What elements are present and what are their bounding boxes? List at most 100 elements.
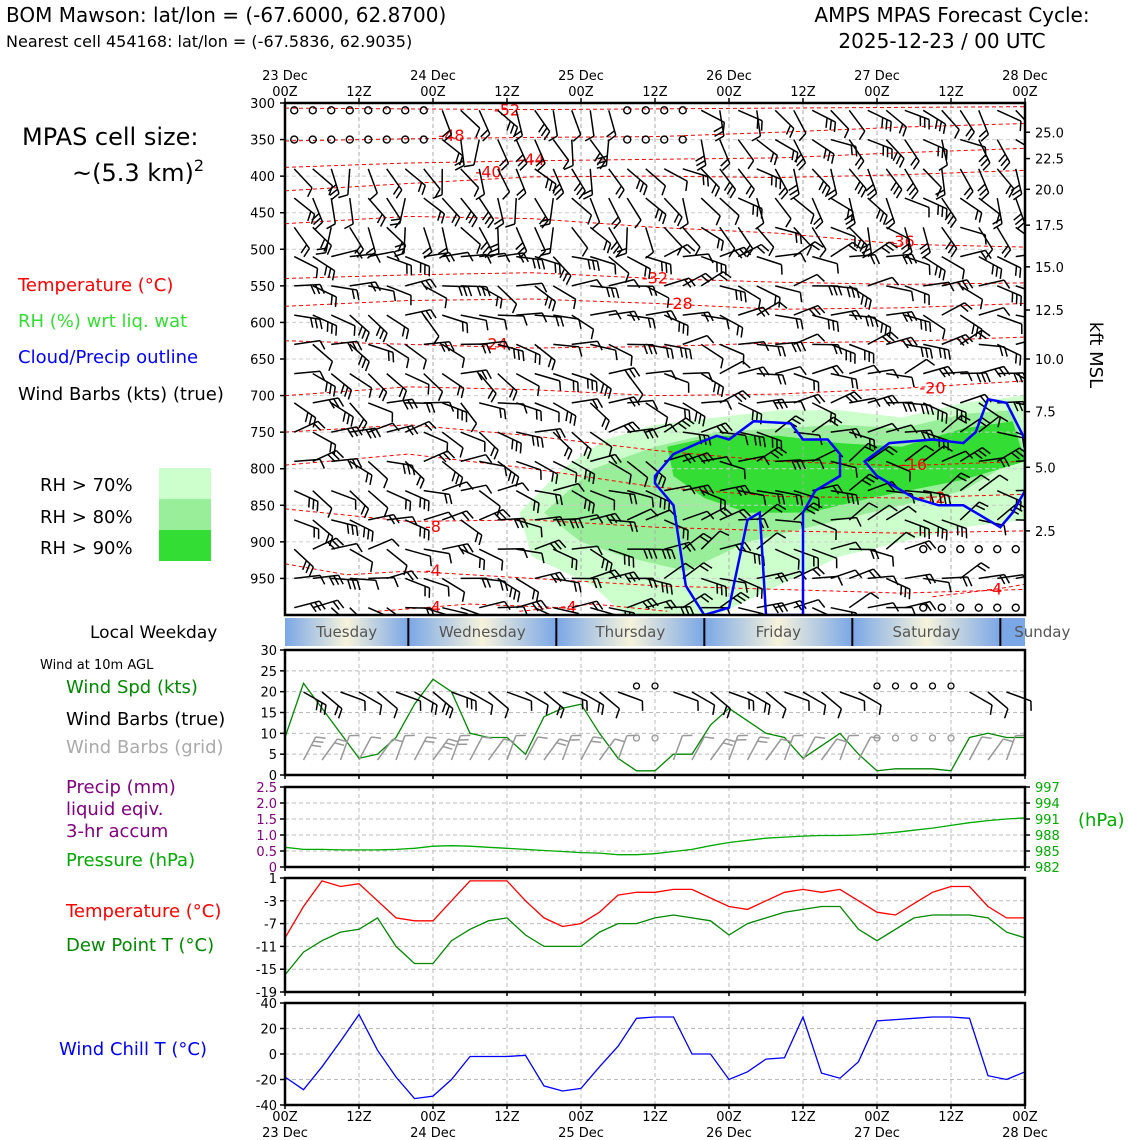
wind-barb-shaft	[497, 314, 524, 317]
wind-barb-shaft	[312, 372, 336, 388]
wind-barb-flag	[865, 183, 874, 192]
kft-tick-label: 25.0	[1035, 126, 1064, 141]
wind-barb-flag	[312, 217, 322, 226]
wind-barb-flag	[448, 494, 453, 505]
wind-barb-flag	[593, 152, 601, 162]
wind-barb-flag	[719, 530, 730, 537]
wind-barb-flag	[744, 435, 749, 446]
wind-barb-flag	[781, 398, 788, 409]
wind-barb-shaft	[487, 738, 505, 761]
wind-barb-flag	[478, 557, 481, 569]
wind-barb-flag	[518, 253, 525, 263]
wind-barb-flag	[515, 242, 524, 251]
wind-barb-flag	[976, 564, 987, 572]
wind-barb-shaft	[553, 482, 579, 492]
wind-barb-flag	[647, 548, 653, 559]
wind-barb-flag	[704, 736, 715, 740]
wind-barb-shaft	[395, 735, 406, 761]
wind-barb-flag	[300, 244, 308, 254]
top-hour-label: 00Z	[1012, 85, 1038, 100]
wind-barb-flag	[610, 241, 618, 250]
wind-barb-flag	[502, 509, 511, 518]
wind-barb-flag	[881, 246, 891, 254]
wind-barb-flag	[781, 572, 789, 582]
calm-wind-circle	[290, 106, 299, 115]
wind-barb-flag	[606, 130, 615, 138]
wind-barb-flag	[448, 738, 459, 743]
wind-barb-flag	[323, 265, 328, 276]
wind-barb-flag	[696, 159, 706, 167]
wind-barb-flag	[781, 494, 786, 505]
wind-barb-flag	[476, 286, 482, 297]
wind-barb-flag	[355, 526, 359, 537]
wind-barb-flag	[753, 553, 757, 564]
wind-barb-shaft	[460, 431, 486, 443]
wind-barb-shaft	[811, 197, 824, 223]
precip-ytick-label: 1.5	[256, 813, 277, 828]
wind-barb-flag	[467, 252, 474, 262]
wind-barb-flag	[1011, 452, 1020, 460]
wind-barb-shaft	[349, 197, 354, 224]
wind-barb-flag	[314, 284, 321, 295]
wind-barb-flag	[554, 541, 562, 550]
wind-barb-shaft	[534, 372, 560, 382]
wind-barb-shaft	[682, 510, 708, 521]
wind-barb-flag	[600, 383, 605, 394]
wind-barb-flag	[315, 251, 326, 255]
wind-barb-flag	[1017, 372, 1024, 383]
temperature-contour-label: -4	[986, 579, 1002, 598]
wind-barb-flag	[845, 218, 855, 226]
calm-surface-circle-grid	[928, 734, 937, 742]
wind-barb-flag	[785, 218, 792, 228]
wind-barb-shaft	[442, 251, 469, 258]
wind-barb-shaft	[589, 226, 612, 245]
wind-barb-flag	[308, 497, 311, 508]
wind-barb-flag	[763, 702, 767, 713]
calm-wind-circle	[641, 135, 650, 144]
wind-barb-flag	[444, 493, 448, 504]
calm-wind-circle	[660, 106, 669, 115]
calm-surface-circle-grid	[910, 734, 918, 742]
wind-barb-shaft	[959, 474, 982, 492]
wind-barb-flag	[553, 187, 563, 196]
wind-barb-flag	[867, 442, 878, 449]
wind-barb-flag	[864, 297, 868, 308]
wind-barb-flag	[335, 325, 338, 336]
bottom-date-label: 27 Dec	[854, 1126, 900, 1140]
wind-barb-flag	[647, 344, 653, 355]
wind-barb-flag	[540, 599, 548, 609]
wind-barb-flag	[309, 317, 314, 328]
wind-barb-shaft	[543, 738, 560, 761]
wind-barb-flag	[639, 182, 645, 193]
wind-ytick-label: 5	[269, 748, 277, 763]
wind-barb-flag	[684, 543, 692, 553]
wind-barb-shaft	[738, 606, 764, 615]
wind-barb-flag	[865, 316, 870, 327]
precip-ytick-label: 2.0	[256, 797, 277, 812]
bottom-date-label: 25 Dec	[558, 1126, 604, 1140]
wind-barb-shaft	[506, 691, 532, 702]
wind-barb-flag	[846, 493, 850, 504]
pressure-tick-label: 850	[250, 499, 275, 514]
wind-barb-flag	[319, 702, 323, 713]
wind-barb-shaft	[460, 453, 487, 463]
wind-barb-flag	[873, 439, 876, 450]
wind-barb-flag	[777, 603, 784, 613]
kft-tick-label: 10.0	[1035, 353, 1064, 368]
wind-barb-flag	[455, 152, 460, 163]
wind-barb-shaft	[608, 256, 630, 274]
wind-barb-flag	[437, 210, 442, 221]
top-hour-label: 00Z	[716, 85, 742, 100]
wind-barb-shaft	[608, 278, 635, 287]
wind-barb-flag	[387, 350, 390, 361]
wind-barb-shaft	[775, 519, 802, 523]
wind-barb-shaft	[1015, 226, 1025, 235]
wind-barb-flag	[902, 247, 912, 255]
wind-barb-flag	[647, 317, 652, 328]
wind-barb-flag	[356, 580, 361, 591]
wind-barb-flag	[714, 130, 724, 138]
wind-barb-flag	[942, 123, 947, 134]
local-weekday-label: Local Weekday	[90, 623, 217, 643]
wind-barb-flag	[911, 311, 918, 322]
